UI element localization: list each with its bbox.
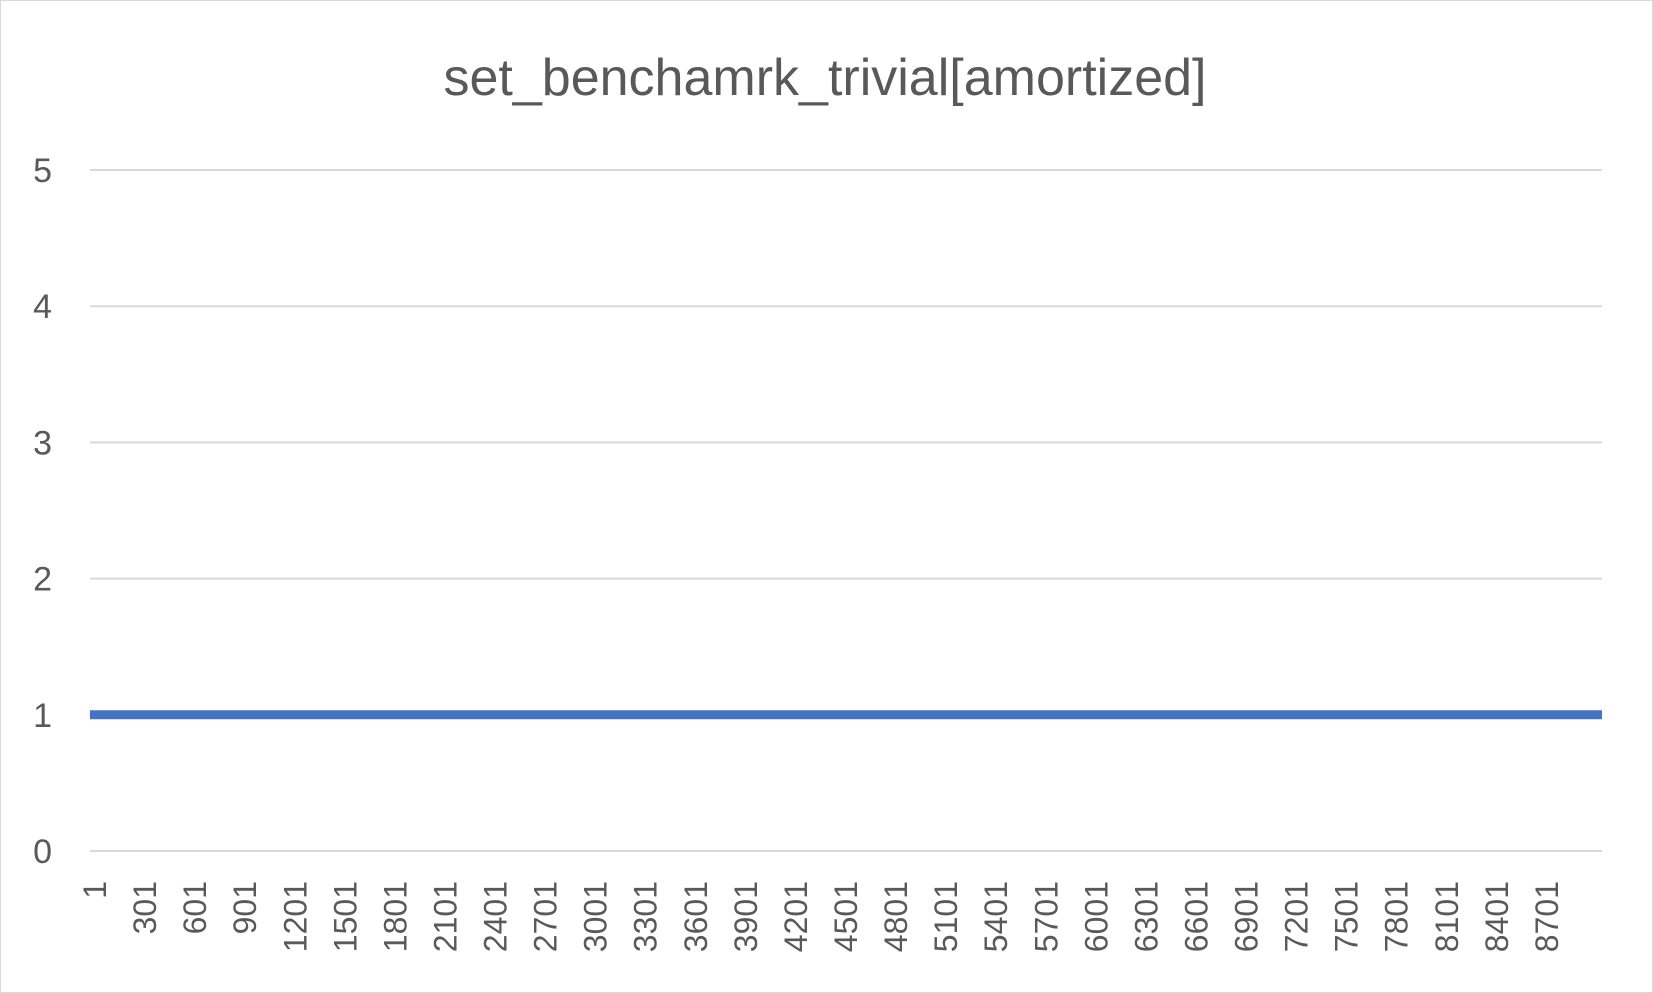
x-tick-label: 601 [177,881,213,934]
y-tick-label: 1 [33,697,52,735]
x-tick-label: 5101 [928,881,964,952]
x-tick-label: 2401 [478,881,514,952]
x-tick-label: 301 [127,881,163,934]
y-tick-label: 3 [33,424,52,462]
x-tick-label: 2701 [528,881,564,952]
x-tick-label: 6601 [1178,881,1214,952]
y-tick-label: 2 [33,561,52,599]
x-tick-label: 1201 [277,881,313,952]
gridlines [90,169,1602,852]
x-tick-label: 1501 [327,881,363,952]
x-tick-label: 6001 [1078,881,1114,952]
x-tick-label: 4801 [878,881,914,952]
x-tick-label: 3001 [578,881,614,952]
x-tick-label: 901 [227,881,263,934]
x-tick-label: 7201 [1279,881,1315,952]
x-tick-label: 1 [77,881,113,899]
x-tick-label: 1801 [377,881,413,952]
x-tick-label: 7801 [1379,881,1415,952]
y-axis-ticks: 0 1 2 3 4 5 [33,152,52,871]
x-tick-label: 7501 [1329,881,1365,952]
x-tick-label: 6901 [1229,881,1265,952]
x-tick-label: 8401 [1479,881,1515,952]
y-tick-label: 4 [33,288,52,326]
y-tick-label: 0 [33,833,52,871]
x-tick-label: 4201 [778,881,814,952]
x-tick-label: 4501 [828,881,864,952]
x-tick-label: 8701 [1529,881,1565,952]
x-tick-label: 5401 [978,881,1014,952]
y-tick-label: 5 [33,152,52,190]
x-tick-label: 3901 [728,881,764,952]
x-axis-ticks: 1 301 601 901 1201 1501 1801 2101 2401 2701 3001 33… [77,881,1565,952]
x-tick-label: 8101 [1429,881,1465,952]
x-tick-label: 6301 [1128,881,1164,952]
x-tick-label: 2101 [427,881,463,952]
x-tick-label: 5701 [1028,881,1064,952]
x-tick-label: 3601 [678,881,714,952]
x-tick-label: 3301 [628,881,664,952]
chart-title: set_benchamrk_trivial[amortized] [444,49,1207,107]
